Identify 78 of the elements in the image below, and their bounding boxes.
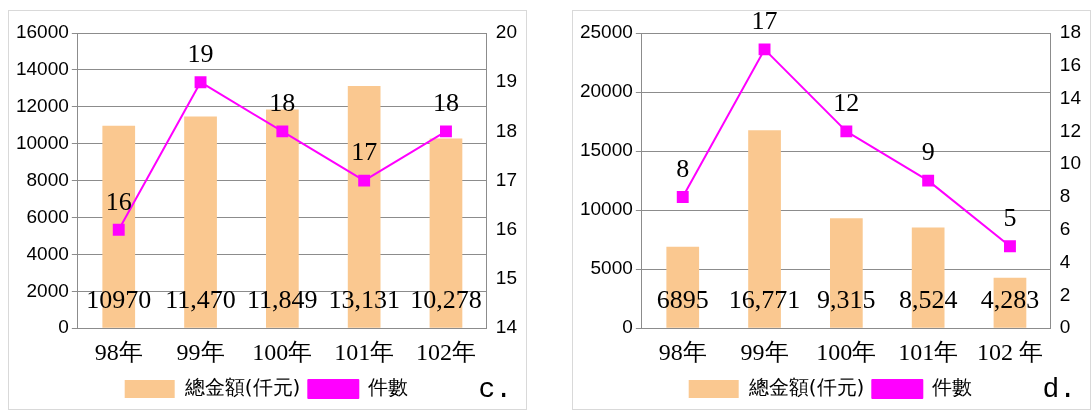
y2-tick-label: 15 <box>495 267 518 289</box>
point <box>358 174 371 187</box>
y2-tick-label: 18 <box>495 119 518 141</box>
x-tick-label: 98年 <box>658 338 707 365</box>
point <box>840 125 853 138</box>
point <box>676 191 689 203</box>
y2-tick-label: 10 <box>1059 152 1082 174</box>
y-tick-label: 16000 <box>15 21 69 43</box>
y-tick-label: 8000 <box>26 168 69 190</box>
point <box>922 174 935 187</box>
y2-tick-label: 0 <box>1059 316 1071 338</box>
y2-tick-label: 18 <box>1059 21 1082 43</box>
x-tick-label: 101年 <box>334 338 395 365</box>
y2-tick-label: 12 <box>1059 119 1082 141</box>
data-label: 17 <box>751 6 778 36</box>
point <box>276 125 289 138</box>
y2-tick-label: 16 <box>495 218 518 240</box>
legend-label: 件數 <box>932 375 973 400</box>
y2-tick-label: 17 <box>495 168 518 190</box>
y2-tick-label: 14 <box>1059 86 1082 108</box>
y-tick-label: 25000 <box>579 21 633 43</box>
y2-tick-label: 16 <box>1059 54 1082 76</box>
data-label: 12 <box>833 88 860 118</box>
data-label: 18 <box>269 88 296 118</box>
data-label: 5 <box>1003 203 1017 233</box>
y-tick-label: 14000 <box>15 58 69 80</box>
text: c. <box>478 374 512 405</box>
data-label: 11,470 <box>165 285 236 315</box>
y2-tick-label: 19 <box>495 70 518 92</box>
x-tick-label: 99年 <box>176 338 225 365</box>
point <box>112 223 125 236</box>
point <box>758 43 771 56</box>
legend-label: 總金額(仟元) <box>183 375 301 400</box>
legend-label: 總金額(仟元) <box>747 375 865 400</box>
point <box>1004 240 1016 253</box>
y-tick-label: 12000 <box>15 95 69 117</box>
data-label: 10970 <box>86 285 152 315</box>
data-label: 8,524 <box>898 285 958 315</box>
x-tick-label: 98年 <box>94 338 143 365</box>
y-tick-label: 10000 <box>15 131 69 153</box>
data-label: 11,849 <box>247 285 318 315</box>
y-tick-label: 4000 <box>26 242 69 264</box>
y-tick-label: 20000 <box>579 80 633 102</box>
y2-tick-label: 4 <box>1059 250 1071 272</box>
legend-label: 件數 <box>368 375 409 400</box>
x-tick-label: 100年 <box>816 338 877 365</box>
y2-tick-label: 8 <box>1059 185 1071 207</box>
x-tick-label: 102 年 <box>976 338 1043 365</box>
data-label: 9,315 <box>817 285 876 315</box>
y2-tick-label: 6 <box>1059 218 1071 240</box>
y-tick-label: 0 <box>622 316 633 338</box>
data-label: 18 <box>432 88 459 118</box>
y2-tick-label: 2 <box>1059 283 1071 305</box>
x-tick-label: 100年 <box>252 338 313 365</box>
data-label: 19 <box>187 39 214 69</box>
data-label: 17 <box>351 137 378 167</box>
data-label: 10,278 <box>410 285 482 315</box>
point <box>440 125 452 138</box>
data-label: 4,283 <box>980 285 1040 315</box>
y-tick-label: 5000 <box>590 257 633 279</box>
x-tick-label: 102年 <box>415 338 476 365</box>
y2-tick-label: 14 <box>495 316 518 338</box>
data-label: 16 <box>105 186 132 216</box>
data-label: 16,771 <box>728 285 801 315</box>
data-label: 9 <box>921 137 935 167</box>
y2-tick-label: 20 <box>495 21 518 43</box>
y-tick-label: 10000 <box>579 198 633 220</box>
y-tick-label: 2000 <box>26 279 69 301</box>
y-tick-label: 0 <box>58 316 69 338</box>
y-tick-label: 6000 <box>26 205 69 227</box>
point <box>194 76 207 89</box>
x-tick-label: 99年 <box>740 338 789 365</box>
y-tick-label: 15000 <box>579 139 633 161</box>
data-label: 8 <box>676 153 690 183</box>
text: d. <box>1042 374 1076 405</box>
x-tick-label: 101年 <box>898 338 959 365</box>
data-label: 13,131 <box>328 285 400 315</box>
data-label: 6895 <box>656 285 709 315</box>
